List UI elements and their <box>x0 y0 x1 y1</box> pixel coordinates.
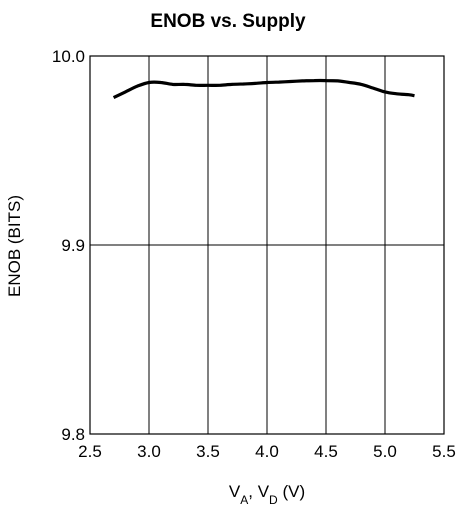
x-tick-label: 2.5 <box>78 442 102 461</box>
x-tick-label: 4.0 <box>255 442 279 461</box>
chart-title: ENOB vs. Supply <box>150 11 306 32</box>
x-tick-label: 3.5 <box>196 442 220 461</box>
y-tick-label: 9.9 <box>61 236 85 255</box>
plot-frame <box>89 55 445 435</box>
x-axis-label-part: , V <box>248 482 269 501</box>
x-axis-label-part: V <box>229 482 241 501</box>
series-line <box>112 78 415 100</box>
y-tick-label: 10.0 <box>52 47 85 66</box>
x-tick-labels: 2.5 3.0 3.5 4.0 4.5 5.0 5.5 <box>78 442 456 461</box>
y-axis-label: ENOB (BITS) <box>5 195 24 297</box>
x-tick-label: 4.5 <box>314 442 338 461</box>
y-tick-label: 9.8 <box>61 425 85 444</box>
y-tick-labels: 9.8 9.9 10.0 <box>52 47 85 444</box>
grid <box>90 56 444 434</box>
x-tick-label: 5.5 <box>432 442 456 461</box>
x-axis-label-subscript: A <box>240 493 248 506</box>
x-axis-label-part: (V) <box>278 482 305 501</box>
x-axis-label-subscript: D <box>269 493 278 506</box>
x-axis-label: VA, VD (V) <box>229 482 305 506</box>
x-tick-label: 5.0 <box>373 442 397 461</box>
x-tick-label: 3.0 <box>137 442 161 461</box>
series-group <box>112 78 415 100</box>
